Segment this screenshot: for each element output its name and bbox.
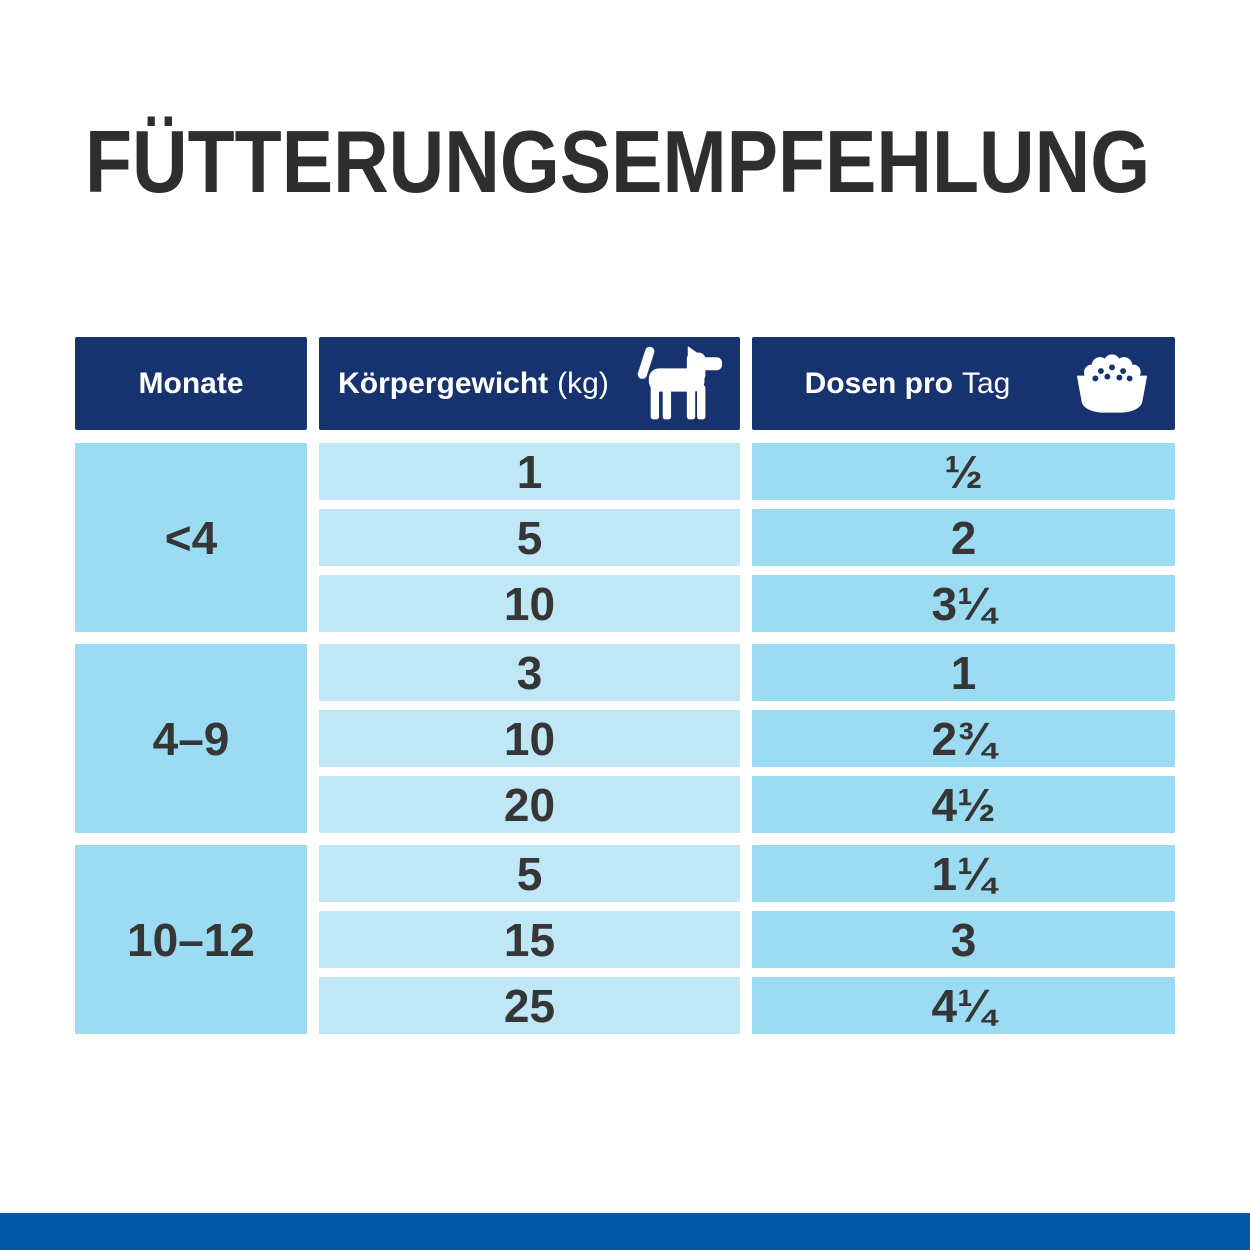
food-bowl-icon xyxy=(1063,347,1161,421)
cans-cell: 4½ xyxy=(752,776,1175,833)
cans-cell: 2 xyxy=(752,509,1175,566)
tag-label: Tag xyxy=(961,366,1011,400)
header-monate-cell: Monate xyxy=(75,337,307,430)
weight-cell: 5 xyxy=(319,845,740,902)
weight-cell: 20 xyxy=(319,776,740,833)
cans-cell: 1¼ xyxy=(752,845,1175,902)
footer-brand-bar xyxy=(0,1213,1250,1250)
weight-cell: 15 xyxy=(319,911,740,968)
month-label: <4 xyxy=(75,443,307,632)
month-group-4-9: 4–9 3 1 10 2¾ 20 4½ xyxy=(75,644,1175,833)
weight-cell: 10 xyxy=(319,575,740,632)
month-label: 10–12 xyxy=(75,845,307,1034)
cans-cell: 3¼ xyxy=(752,575,1175,632)
weight-cell: 3 xyxy=(319,644,740,701)
monate-label: Monate xyxy=(138,366,244,400)
feeding-table: Monate Körpergewicht (kg) xyxy=(75,337,1175,1046)
month-label: 4–9 xyxy=(75,644,307,833)
month-group-under-4: <4 1 ½ 5 2 10 3¼ xyxy=(75,443,1175,632)
weight-cell: 1 xyxy=(319,443,740,500)
header-koerpergewicht-cell: Körpergewicht (kg) xyxy=(319,337,740,430)
koerpergewicht-label: Körpergewicht xyxy=(338,366,549,400)
cans-cell: 1 xyxy=(752,644,1175,701)
table-header-row: Monate Körpergewicht (kg) xyxy=(75,337,1175,430)
kg-unit-label: (kg) xyxy=(557,366,609,400)
month-group-10-12: 10–12 5 1¼ 15 3 25 4¼ xyxy=(75,845,1175,1034)
page-title: FÜTTERUNGSEMPFEHLUNG xyxy=(85,112,1151,211)
cans-cell: 2¾ xyxy=(752,710,1175,767)
dog-icon xyxy=(634,344,736,428)
cans-cell: 3 xyxy=(752,911,1175,968)
dosen-pro-label: Dosen pro xyxy=(804,366,953,400)
weight-cell: 5 xyxy=(319,509,740,566)
cans-cell: ½ xyxy=(752,443,1175,500)
cans-cell: 4¼ xyxy=(752,977,1175,1034)
weight-cell: 25 xyxy=(319,977,740,1034)
header-dosen-cell: Dosen pro Tag xyxy=(752,337,1175,430)
weight-cell: 10 xyxy=(319,710,740,767)
